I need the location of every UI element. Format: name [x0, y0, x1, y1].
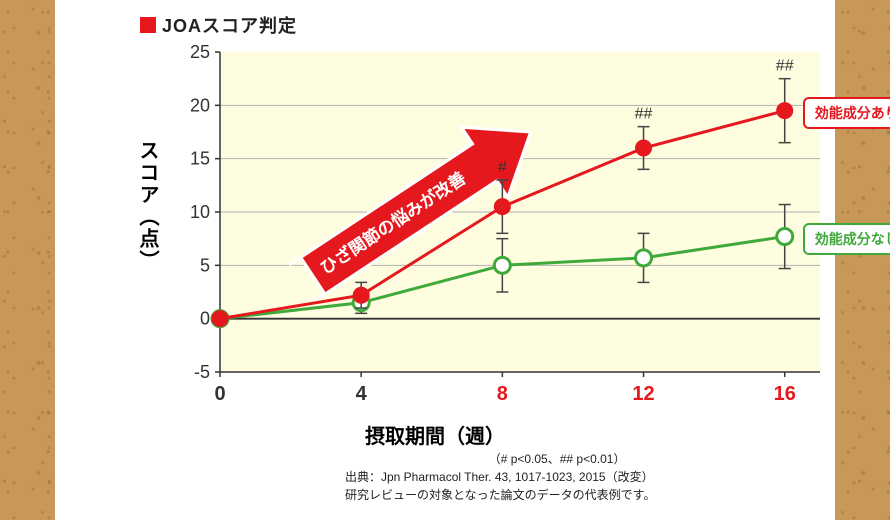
svg-text:15: 15: [190, 149, 210, 169]
x-axis-label: 摂取期間（週）: [365, 420, 505, 449]
legend-callout-active: 効能成分あり: [803, 97, 890, 129]
svg-text:0: 0: [200, 309, 210, 329]
footnote-source: 出典：Jpn Pharmacol Ther. 43, 1017-1023, 20…: [345, 468, 655, 486]
svg-text:8: 8: [497, 383, 508, 405]
svg-text:#: #: [498, 159, 507, 176]
chart-title-row: JOAスコア判定: [140, 12, 297, 38]
svg-text:4: 4: [356, 383, 368, 405]
svg-text:##: ##: [776, 58, 794, 75]
svg-text:16: 16: [774, 383, 796, 405]
chart-title-text: JOAスコア判定: [162, 12, 297, 38]
title-marker-square: [140, 17, 156, 33]
footnotes: （# p<0.05、## p<0.01） 出典：Jpn Pharmacol Th…: [345, 450, 655, 504]
y-axis-label: スコア（点）: [133, 140, 162, 272]
chart-svg: -505101520250481216ひざ関節の悩みが改善#####: [165, 42, 835, 412]
svg-text:-5: -5: [194, 362, 210, 382]
chart-panel: JOAスコア判定 スコア（点） -505101520250481216ひざ関節の…: [55, 0, 835, 520]
svg-text:0: 0: [214, 383, 225, 405]
svg-text:10: 10: [190, 202, 210, 222]
chart-plot-area: -505101520250481216ひざ関節の悩みが改善#####: [165, 42, 835, 412]
footnote-pvalues: （# p<0.05、## p<0.01）: [345, 450, 655, 468]
legend-callout-placebo: 効能成分なし: [803, 223, 890, 255]
svg-text:5: 5: [200, 255, 210, 275]
footnote-note: 研究レビューの対象となった論文のデータの代表例です。: [345, 486, 655, 504]
svg-text:25: 25: [190, 42, 210, 62]
svg-text:20: 20: [190, 95, 210, 115]
svg-text:12: 12: [632, 383, 654, 405]
svg-text:##: ##: [635, 106, 653, 123]
